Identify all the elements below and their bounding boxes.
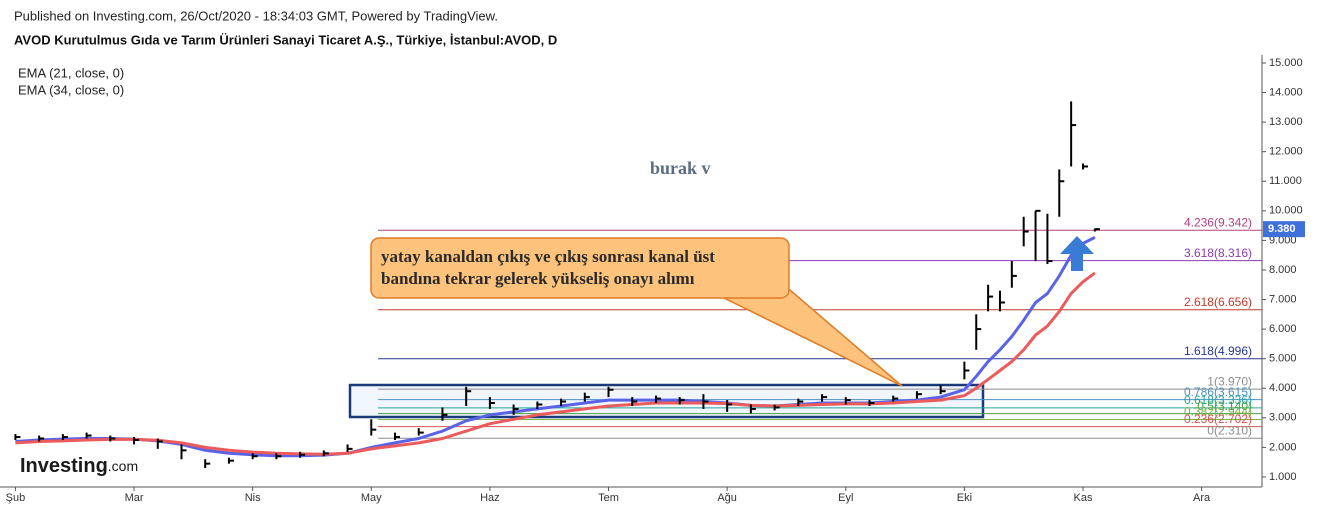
fib-label: 3.618(8.316) (1184, 246, 1252, 260)
published-line: Published on Investing.com, 26/Oct/2020 … (14, 8, 498, 23)
fib-label: 0.382(2.944) (1184, 405, 1252, 419)
plot: 4.236(9.342) 3.618(8.316) 2.618(6.656) 1.61… (14, 101, 1262, 469)
x-tick-label: Eki (957, 492, 972, 504)
fib-label: 2.618(6.656) (1184, 295, 1252, 309)
fib-label: 0(2.310) (1207, 423, 1252, 437)
logo-main: Investing (20, 455, 108, 477)
y-tick-label: 4.000 (1269, 382, 1297, 394)
x-tick-label: Ara (1193, 492, 1211, 504)
x-tick-label: Şub (6, 492, 26, 504)
ema-line (15, 236, 1096, 458)
callout-text: bandına tekrar gelerek yükseliş onayı al… (381, 269, 695, 288)
x-tick-label: May (361, 492, 382, 504)
chart-title: AVOD Kurutulmus Gıda ve Tarım Ürünleri S… (14, 32, 557, 47)
y-tick-label: 1.000 (1269, 471, 1297, 483)
x-tick-label: Kas (1074, 492, 1093, 504)
y-tick-label: 12.000 (1269, 146, 1303, 158)
y-tick-label: 11.000 (1269, 175, 1302, 187)
y-tick-label: 14.000 (1269, 86, 1303, 98)
legend-entry: EMA (21, close, 0) (18, 65, 124, 80)
fib-label: 0.786(3.615) (1184, 385, 1252, 399)
ema-line (15, 271, 1096, 456)
signature: burak v (650, 158, 711, 178)
y-tick-label: 2.000 (1269, 441, 1297, 453)
legend-entry: EMA (34, close, 0) (18, 82, 124, 97)
y-tick-label: 15.000 (1269, 57, 1303, 69)
x-tick-label: Mar (125, 492, 144, 504)
up-arrow (1060, 236, 1094, 271)
x-tick-label: Ağu (717, 492, 737, 504)
y-tick-label: 8.000 (1269, 264, 1297, 276)
callout-pointer (717, 289, 903, 387)
y-tick-label: 10.000 (1269, 205, 1303, 217)
logo: Investing.com (20, 455, 138, 477)
fib-label: 1(3.970) (1207, 374, 1252, 388)
y-tick-label: 5.000 (1269, 353, 1297, 365)
fib-label: 4.236(9.342) (1184, 215, 1252, 229)
last-price-label: 9.380 (1268, 223, 1296, 235)
x-tick-label: Haz (480, 492, 500, 504)
callout-box (370, 237, 790, 299)
x-tick-label: Tem (598, 492, 619, 504)
callout-text: yatay kanaldan çıkış ve çıkış sonrası ka… (381, 247, 715, 266)
fib-label: 0.5(3.140) (1197, 399, 1252, 413)
last-price-tag (1263, 221, 1305, 238)
x-tick-label: Eyl (838, 492, 853, 504)
y-tick-label: 13.000 (1269, 116, 1303, 128)
y-tick-label: 9.000 (1269, 234, 1297, 246)
fib-label: 0.236(2.702) (1184, 412, 1252, 426)
logo-suffix: .com (108, 458, 138, 474)
fib-label: 0.618(3.336) (1184, 393, 1252, 407)
x-tick-label: Nis (245, 492, 261, 504)
y-tick-label: 6.000 (1269, 323, 1297, 335)
y-tick-label: 7.000 (1269, 293, 1297, 305)
y-tick-label: 3.000 (1269, 412, 1297, 424)
fib-label: 1.618(4.996) (1184, 344, 1252, 358)
